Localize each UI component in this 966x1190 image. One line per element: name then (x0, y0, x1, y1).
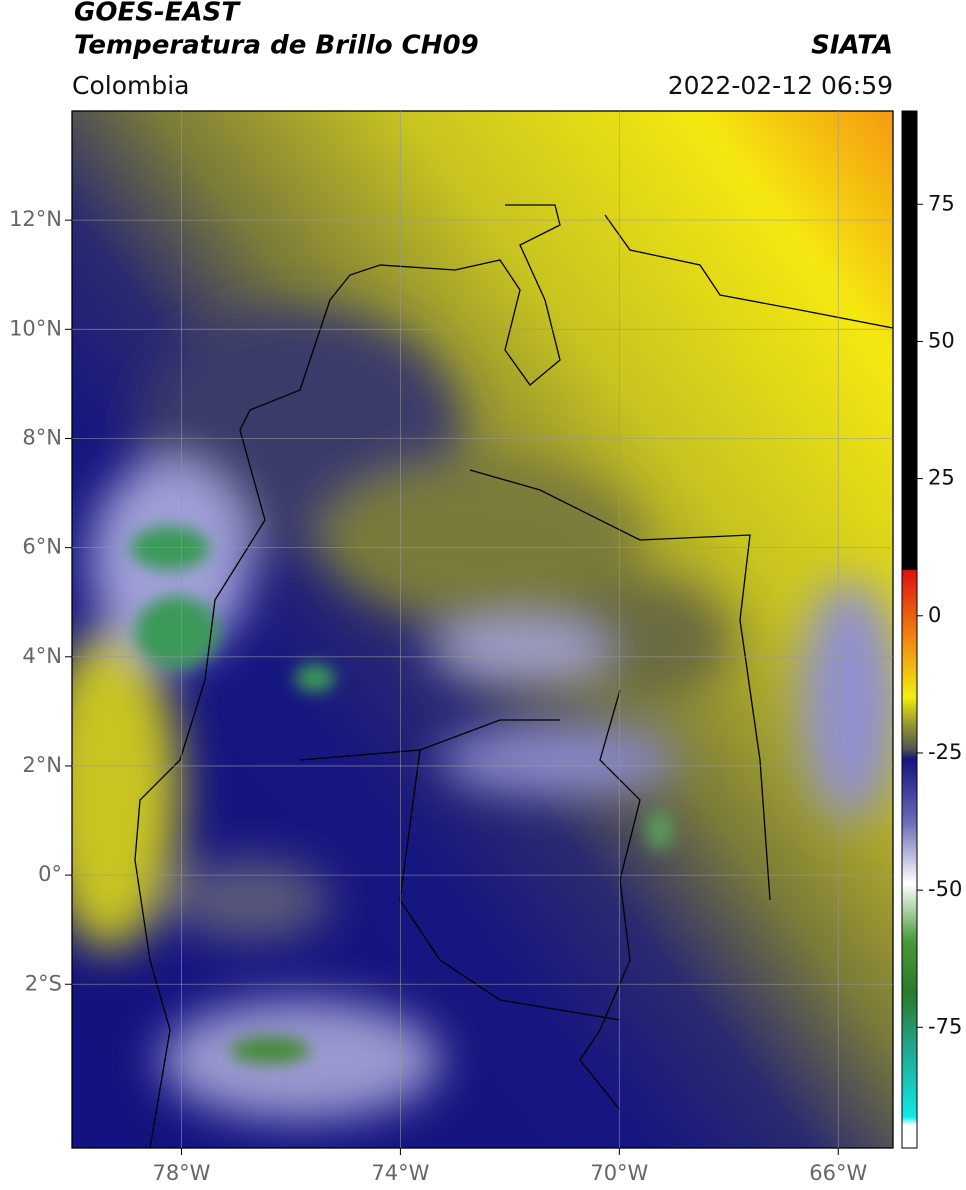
colorbar-tick-label: -25 (928, 740, 962, 764)
x-tick-label: 66°W (809, 1161, 867, 1185)
colorbar-tick-label: 50 (928, 328, 955, 352)
map-frame (71, 110, 894, 1149)
colorbar-tick-label: 0 (928, 603, 941, 627)
y-tick-label: 2°N (22, 753, 62, 777)
title-line2: Temperatura de Brillo CH09 (74, 31, 479, 61)
y-tick-label: 12°N (9, 207, 62, 231)
y-tick-label: 8°N (22, 425, 62, 449)
colorbar-tick-label: -75 (928, 1014, 962, 1038)
satellite-image (72, 111, 893, 1148)
y-tick-label: 10°N (9, 316, 62, 340)
x-tick-label: 78°W (152, 1161, 210, 1185)
datetime: 2022-02-12 06:59 (668, 71, 893, 100)
x-tick-label: 70°W (590, 1161, 648, 1185)
y-tick-label: 6°N (22, 535, 62, 559)
colorbar (901, 110, 918, 1149)
y-tick-label: 4°N (22, 644, 62, 668)
colorbar-tick-label: 25 (928, 466, 955, 490)
region: Colombia (72, 71, 189, 100)
title-line1: GOES-EAST (74, 0, 241, 28)
colorbar-tick-label: -50 (928, 877, 962, 901)
y-tick-label: 0° (38, 862, 62, 886)
colorbar-tick-label: 75 (928, 191, 955, 215)
y-tick-label: 2°S (25, 971, 62, 995)
x-tick-label: 74°W (371, 1161, 429, 1185)
source: SIATA (811, 31, 893, 61)
